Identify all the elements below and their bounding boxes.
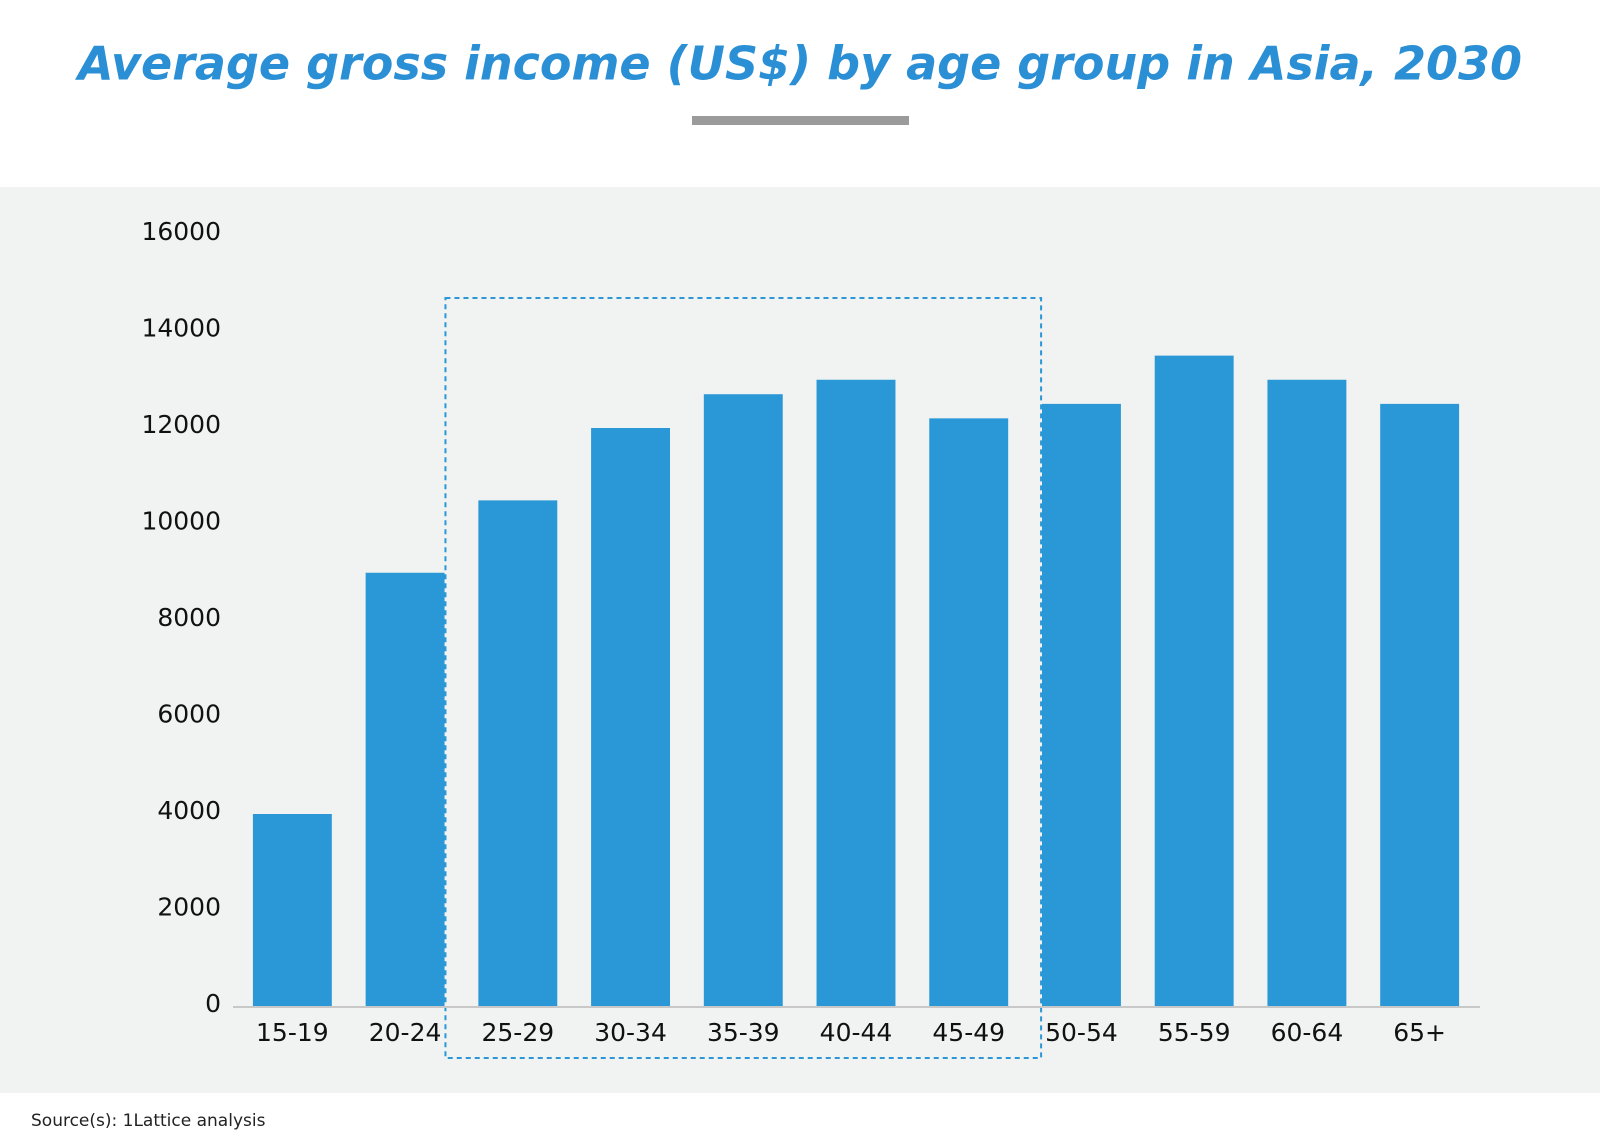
bar — [703, 394, 783, 1008]
title-underline — [692, 116, 909, 125]
bar — [1042, 403, 1121, 1007]
y-tick-label: 6000 — [157, 700, 221, 729]
source-note: Source(s): 1Lattice analysis — [31, 1111, 266, 1131]
y-tick-label: 14000 — [141, 314, 221, 343]
bar — [591, 428, 670, 1007]
y-tick-label: 8000 — [157, 603, 221, 632]
bar — [252, 814, 332, 1007]
x-tick-label: 65+ — [1393, 1018, 1446, 1047]
bar — [478, 500, 558, 1007]
bar — [1267, 379, 1347, 1007]
x-tick-label: 60-64 — [1271, 1018, 1344, 1047]
x-tick-label: 25-29 — [481, 1018, 554, 1047]
y-tick-label: 12000 — [141, 410, 221, 439]
y-tick-label: 4000 — [157, 796, 221, 825]
x-tick-label: 20-24 — [369, 1018, 442, 1047]
x-tick-label: 55-59 — [1158, 1018, 1231, 1047]
highlight-box — [444, 297, 1043, 1059]
y-tick-label: 16000 — [141, 217, 221, 246]
y-tick-label: 0 — [205, 989, 221, 1018]
bar — [365, 572, 445, 1007]
plot-panel — [0, 187, 1600, 1093]
x-tick-label: 50-54 — [1045, 1018, 1118, 1047]
y-tick-label: 10000 — [141, 507, 221, 536]
x-tick-label: 30-34 — [594, 1018, 667, 1047]
x-tick-label: 45-49 — [932, 1018, 1005, 1047]
x-tick-label: 35-39 — [707, 1018, 780, 1047]
chart-title: Average gross income (US$) by age group … — [75, 37, 1522, 91]
x-tick-label: 40-44 — [820, 1018, 893, 1047]
bar — [1380, 403, 1460, 1007]
bar — [1154, 355, 1234, 1007]
bar — [816, 379, 896, 1007]
y-tick-label: 2000 — [157, 893, 221, 922]
bar — [929, 418, 1009, 1008]
x-tick-label: 15-19 — [256, 1018, 329, 1047]
